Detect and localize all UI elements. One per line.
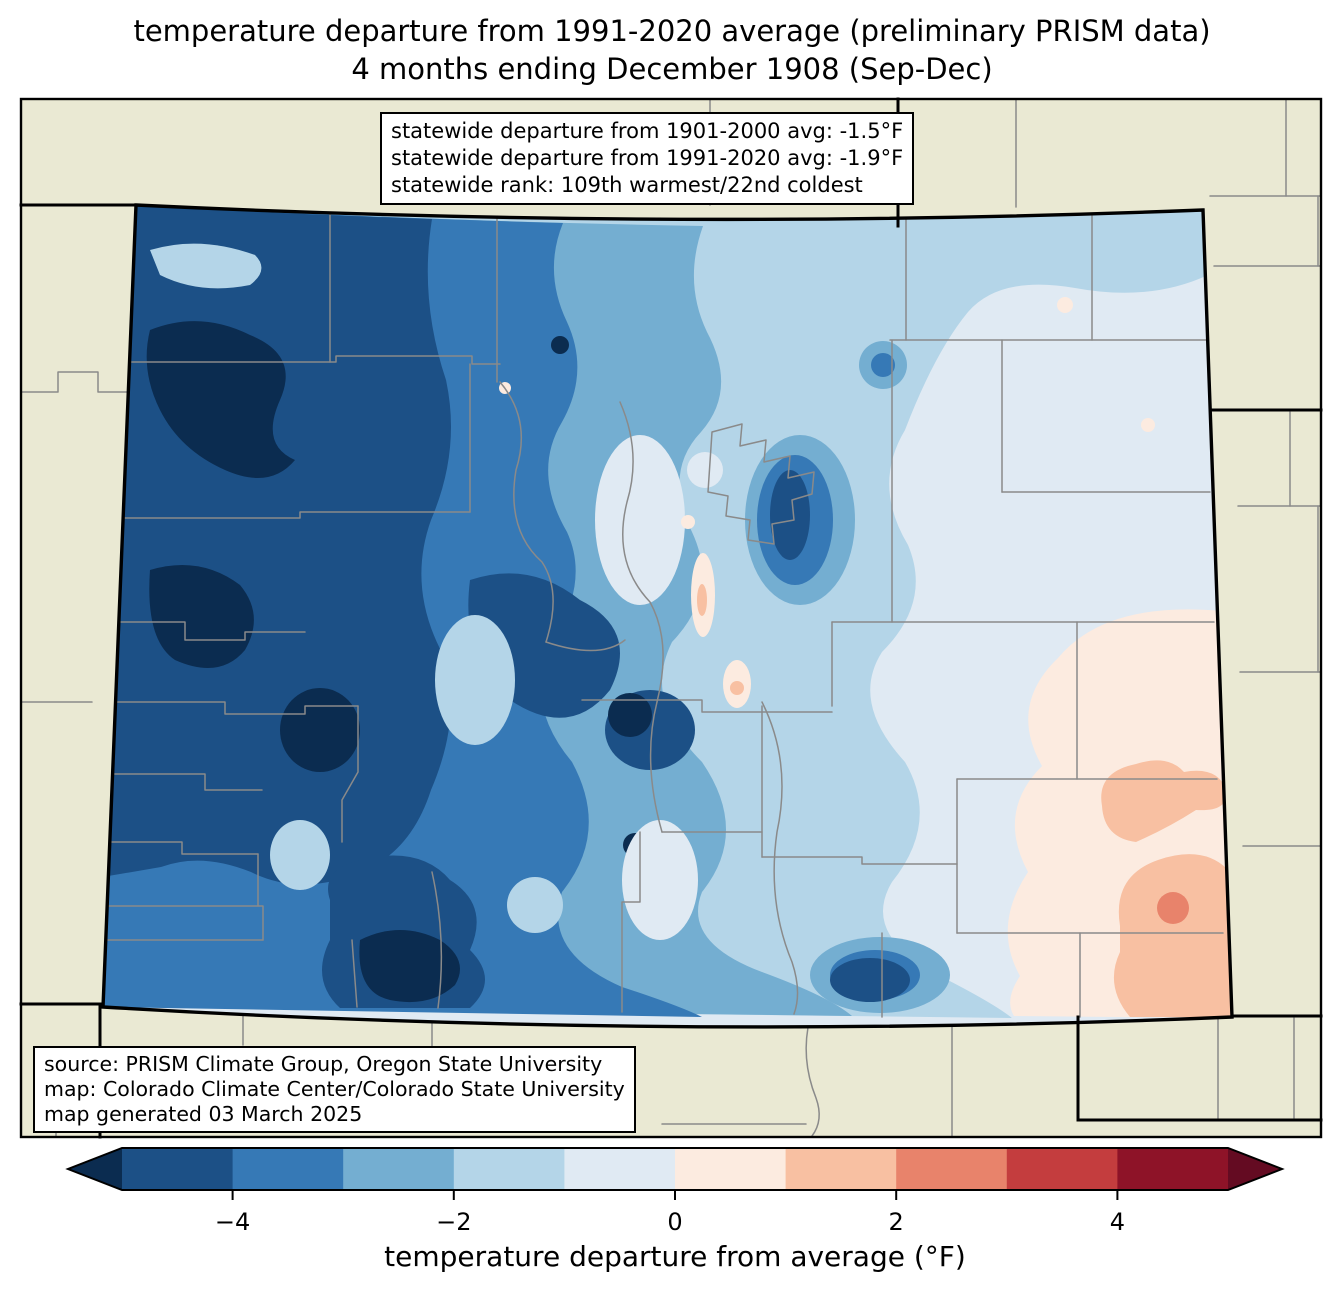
credits-line-map: map: Colorado Climate Center/Colorado St… [44, 1077, 625, 1101]
colorbar-tick-label: −2 [436, 1208, 471, 1236]
colorbar-segment [675, 1148, 787, 1190]
colorbar-tick-label: −4 [215, 1208, 250, 1236]
stats-line-1991-2020: statewide departure from 1991-2020 avg: … [391, 146, 904, 170]
colorbar-segment [453, 1148, 565, 1190]
colorbar-axis-label: temperature departure from average (°F) [384, 1240, 966, 1273]
colorbar-outline [65, 1147, 1285, 1191]
colorbar-segment [1117, 1148, 1229, 1190]
colorbar-segment [564, 1148, 676, 1190]
colorbar-segment [232, 1148, 344, 1190]
colorado-state-outline [101, 203, 1234, 1029]
credits-box: source: PRISM Climate Group, Oregon Stat… [33, 1046, 636, 1133]
figure-title-line2: 4 months ending December 1908 (Sep-Dec) [351, 52, 993, 86]
colorbar-segment [896, 1148, 1008, 1190]
statewide-stats-box: statewide departure from 1901-2000 avg: … [380, 112, 915, 205]
colorbar-segment [1006, 1148, 1118, 1190]
colorbar-segment [343, 1148, 455, 1190]
colorbar-tick-label: 2 [889, 1208, 904, 1236]
colorbar: −4 −2 0 2 4 [65, 1147, 1285, 1236]
map-frame [19, 97, 1323, 1139]
figure-title: temperature departure from 1991-2020 ave… [0, 12, 1344, 88]
colorado-county-lines [103, 211, 1224, 1018]
figure-title-line1: temperature departure from 1991-2020 ave… [133, 14, 1211, 48]
colorbar-segment [785, 1148, 897, 1190]
stats-line-1901-2000: statewide departure from 1901-2000 avg: … [391, 119, 904, 143]
credits-line-generated: map generated 03 March 2025 [44, 1102, 363, 1126]
colorbar-over-arrow [1228, 1148, 1282, 1190]
stats-line-rank: statewide rank: 109th warmest/22nd colde… [391, 173, 863, 197]
colorbar-tick-label: 4 [1110, 1208, 1125, 1236]
colorado-contour-fill [103, 205, 1232, 1027]
colorbar-tick-label: 0 [667, 1208, 682, 1236]
colorbar-under-arrow [68, 1148, 122, 1190]
colorbar-segment [122, 1148, 234, 1190]
credits-line-source: source: PRISM Climate Group, Oregon Stat… [44, 1052, 603, 1076]
